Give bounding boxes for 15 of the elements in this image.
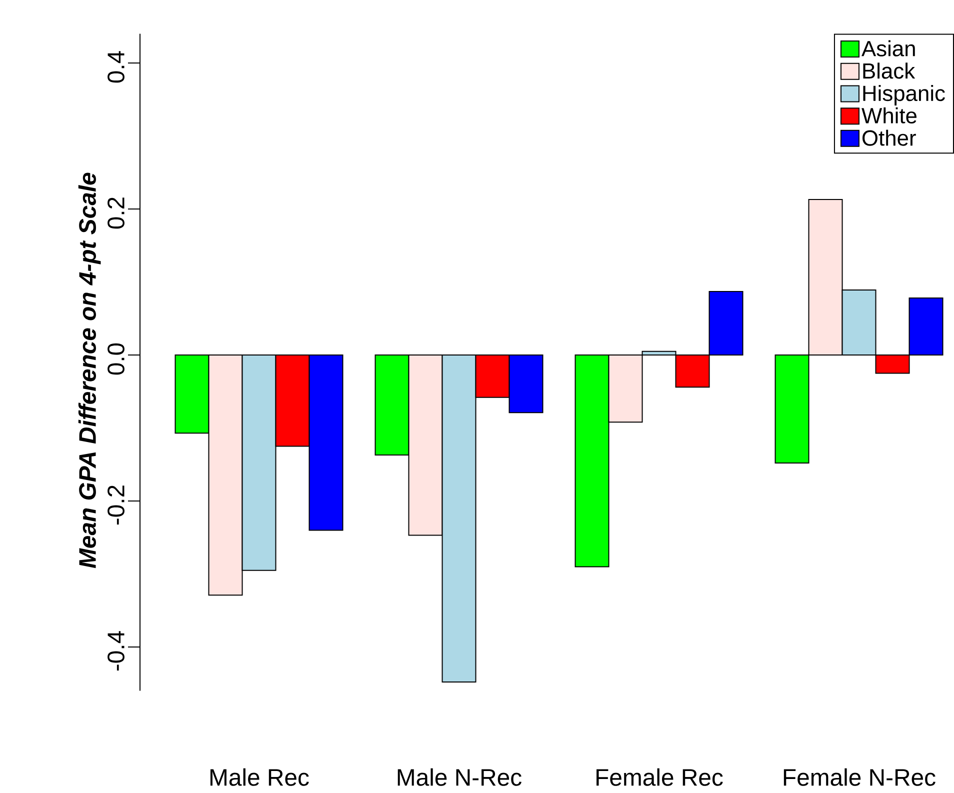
y-tick-label: 0.0 — [108, 343, 124, 375]
legend-label: Hispanic — [863, 85, 945, 106]
y-axis-title: Mean GPA Difference on 4-pt Scale — [78, 172, 101, 568]
x-tick-label: Male N-Rec — [398, 768, 522, 786]
x-tick-label: Female N-Rec — [784, 768, 936, 786]
y-tick-label: 0.4 — [108, 51, 124, 83]
y-tick-label: -0.2 — [108, 486, 124, 525]
legend-label: Other — [862, 130, 916, 146]
legend-label: Asian — [862, 40, 915, 56]
x-tick-label: Male Rec — [210, 768, 309, 786]
legend-label: White — [862, 107, 917, 124]
x-tick-label: Female Rec — [596, 768, 723, 786]
y-tick-label: 0.2 — [108, 198, 124, 229]
y-tick-label: -0.4 — [108, 631, 124, 671]
legend-label: Black — [863, 62, 916, 79]
